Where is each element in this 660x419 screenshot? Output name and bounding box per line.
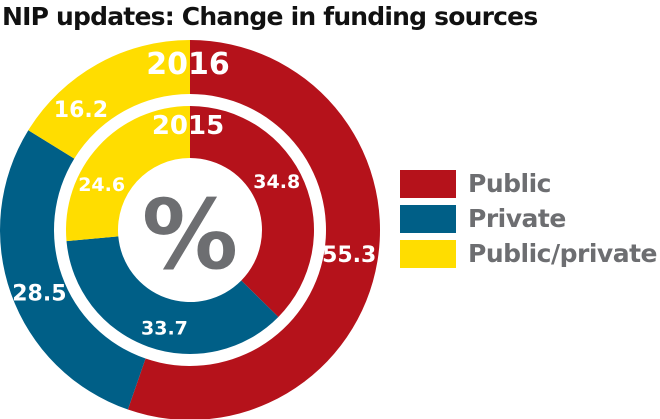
data-label: 55.3 <box>322 243 376 268</box>
legend-swatch-public <box>400 169 456 198</box>
data-label: 16.2 <box>54 98 108 123</box>
slice-2016-public <box>127 40 380 419</box>
data-label: 33.7 <box>141 318 188 340</box>
data-label: 34.8 <box>253 171 300 193</box>
legend-item-public-private: Public/private <box>400 236 657 271</box>
slice-2016-private <box>0 130 146 410</box>
legend-item-private: Private <box>400 201 657 236</box>
percent-center-label: % <box>142 179 238 291</box>
data-label: 28.5 <box>12 281 66 306</box>
data-label: 24.6 <box>78 174 125 196</box>
slice-2015-public-private <box>66 106 190 242</box>
legend: Public Private Public/private <box>400 166 657 271</box>
legend-swatch-public-private <box>400 239 456 268</box>
slice-2016-public-private <box>28 40 190 159</box>
legend-item-public: Public <box>400 166 657 201</box>
legend-label: Public <box>468 169 551 198</box>
legend-swatch-private <box>400 204 456 233</box>
slice-2015-public <box>190 106 314 318</box>
ring-year-label: 2015 <box>152 111 224 141</box>
slice-2015-private <box>66 236 279 354</box>
ring-gap <box>56 96 324 364</box>
ring-year-label: 2016 <box>146 47 230 82</box>
chart-title: NIP updates: Change in funding sources <box>2 2 538 31</box>
legend-label: Private <box>468 204 566 233</box>
legend-label: Public/private <box>468 239 657 268</box>
